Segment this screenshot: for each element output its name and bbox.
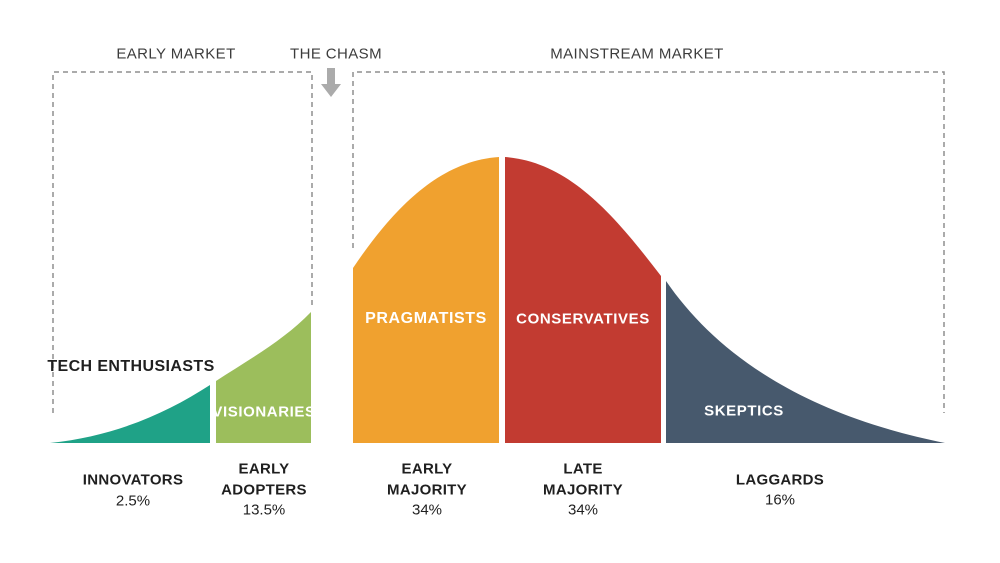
innovators-segment	[50, 385, 210, 443]
early-adopters-segment	[216, 312, 311, 443]
early-majority-segment	[353, 157, 499, 443]
laggards-percent: 16%	[764, 491, 796, 509]
early-market-dashed-box	[52, 71, 313, 413]
late-majority-segment	[505, 157, 661, 443]
innovators-percent: 2.5%	[115, 492, 151, 510]
visionaries-label: VISIONARIES	[212, 403, 316, 421]
skeptics-label: SKEPTICS	[704, 402, 784, 420]
late-majority-percent: 34%	[567, 501, 599, 519]
pragmatists-label: PRAGMATISTS	[365, 310, 487, 327]
early-market-label: EARLY MARKET	[116, 45, 236, 63]
laggards-segment	[666, 281, 945, 443]
laggards-axis-label: LAGGARDS	[735, 471, 825, 489]
mainstream-market-label: MAINSTREAM MARKET	[550, 45, 724, 63]
late-majority-axis-label-line1: LATE	[563, 460, 603, 478]
innovators-axis-label: INNOVATORS	[82, 471, 184, 489]
tech-enthusiasts-label: TECH ENTHUSIASTS	[47, 358, 215, 375]
early-adopters-axis-label-line2: ADOPTERS	[221, 481, 307, 499]
early-adopters-percent: 13.5%	[242, 501, 286, 519]
chasm-arrow-down-icon	[321, 68, 341, 97]
early-majority-percent: 34%	[411, 501, 443, 519]
mainstream-market-dashed-box	[352, 71, 945, 413]
conservatives-label: CONSERVATIVES	[516, 310, 650, 328]
early-majority-axis-label-line2: MAJORITY	[387, 481, 467, 499]
early-majority-axis-label-line1: EARLY	[401, 460, 453, 478]
late-majority-axis-label-line2: MAJORITY	[543, 481, 623, 499]
the-chasm-label: THE CHASM	[290, 45, 382, 63]
early-adopters-axis-label-line1: EARLY	[238, 460, 290, 478]
